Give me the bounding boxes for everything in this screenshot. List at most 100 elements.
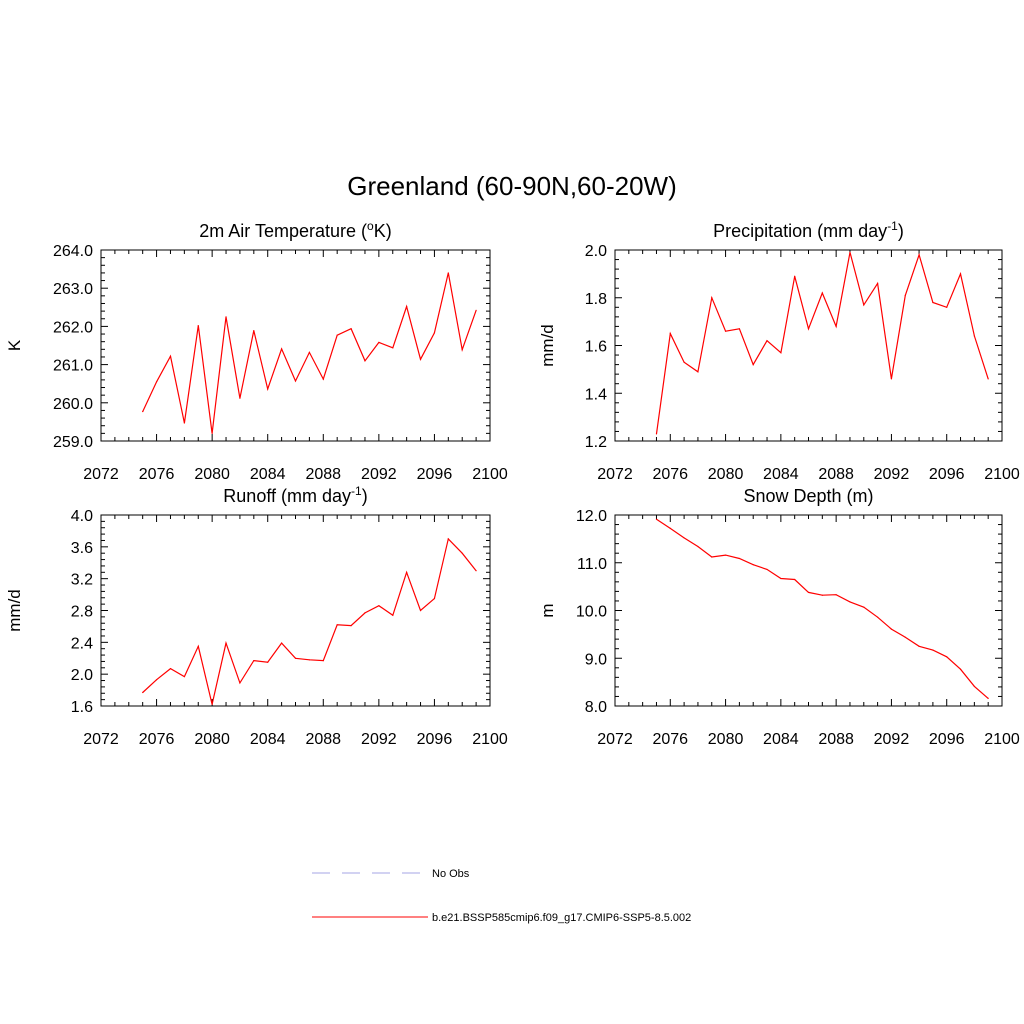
x-tick-label: 2084	[250, 466, 286, 483]
data-point	[294, 380, 297, 382]
panel-title-main: 2m Air Temperature (	[199, 221, 367, 241]
data-point	[142, 410, 144, 413]
data-point	[794, 275, 796, 277]
x-tick-label: 2072	[597, 731, 633, 748]
chart-panels: 2072 2076 2080 2084 2088 2092 2096 2100 259.0 260…	[5, 219, 1020, 748]
x-tick-label: 2076	[652, 466, 688, 483]
data-point	[461, 349, 463, 351]
x-tick-label: 2072	[597, 466, 633, 483]
x-tick-label: 2088	[818, 466, 854, 483]
data-point	[308, 351, 310, 353]
data-point	[419, 358, 422, 360]
x-tick-label: 2084	[763, 731, 799, 748]
x-tick-label: 2088	[818, 731, 854, 748]
data-point	[294, 657, 297, 659]
data-point	[142, 691, 144, 694]
data-point	[821, 292, 823, 294]
panel-title: Runoff (mm day-1)	[223, 484, 367, 506]
data-point	[835, 325, 837, 327]
data-point	[350, 328, 352, 330]
y-tick-label: 9.0	[585, 651, 607, 668]
y-tick-label: 261.0	[53, 358, 93, 375]
data-point	[322, 660, 324, 662]
panel-snow-depth: 2072 2076 2080 2084 2088 2092 2096 2100 8.0 9.0 10…	[538, 486, 1020, 748]
y-tick-label: 262.0	[53, 319, 93, 336]
panel-title: Precipitation (mm day-1)	[713, 219, 904, 241]
x-tick-label: 2076	[139, 731, 175, 748]
data-point	[724, 554, 727, 556]
data-point	[211, 703, 213, 706]
y-axis-label: mm/d	[538, 324, 557, 367]
x-tick-label: 2080	[708, 466, 744, 483]
x-tick-label: 2096	[929, 466, 965, 483]
data-point	[683, 361, 685, 363]
x-tick-label: 2100	[984, 466, 1020, 483]
y-tick-label: 4.0	[71, 508, 93, 525]
data-point	[711, 297, 713, 299]
plot-frame	[100, 249, 491, 442]
data-point	[364, 360, 366, 362]
data-point	[738, 557, 740, 560]
panel-title: Snow Depth (m)	[743, 486, 873, 506]
y-tick-label: 3.6	[71, 540, 93, 557]
y-tick-label: 3.2	[71, 572, 93, 589]
data-point	[849, 251, 851, 253]
x-tick-label: 2092	[874, 466, 910, 483]
x-tick-label: 2092	[874, 731, 910, 748]
data-point	[821, 594, 823, 596]
x-tick-label: 2084	[763, 466, 799, 483]
y-tick-label: 2.0	[71, 667, 93, 684]
y-axis-label: K	[5, 339, 24, 351]
x-tick-label: 2076	[139, 466, 175, 483]
x-tick-label: 2100	[472, 731, 508, 748]
data-point	[766, 340, 768, 342]
data-point	[378, 341, 380, 344]
data-point	[655, 433, 658, 435]
data-point	[155, 381, 158, 383]
x-tick-label: 2088	[305, 731, 341, 748]
series-line	[655, 252, 989, 434]
data-point	[253, 330, 255, 332]
series-line	[656, 518, 989, 699]
data-point	[780, 577, 782, 580]
y-axis-label: mm/d	[5, 589, 24, 632]
y-tick-label: 260.0	[53, 396, 93, 413]
panel-title-main: Snow Depth (m)	[743, 486, 873, 506]
panel-precipitation: 2072 2076 2080 2084 2088 2092 2096 2100 1.2 1.4 1.…	[538, 219, 1020, 483]
data-point	[461, 552, 463, 554]
data-point	[724, 330, 727, 332]
legend-label: No Obs	[432, 868, 470, 880]
data-point	[973, 685, 975, 688]
y-tick-label: 264.0	[53, 243, 93, 260]
data-point	[697, 545, 699, 548]
data-point	[253, 660, 255, 662]
data-point	[364, 612, 366, 614]
data-point	[239, 397, 241, 399]
data-point	[433, 332, 436, 334]
data-point	[281, 348, 283, 350]
data-point	[406, 571, 408, 573]
data-point	[419, 609, 422, 612]
data-point	[752, 364, 754, 366]
x-tick-label: 2092	[361, 466, 397, 483]
x-tick-label: 2096	[417, 466, 453, 483]
data-point	[447, 538, 449, 540]
data-point	[322, 378, 324, 380]
data-point	[669, 527, 671, 529]
x-tick-label: 2092	[361, 731, 397, 748]
data-point	[197, 325, 199, 327]
x-tick-label: 2076	[652, 731, 688, 748]
panel-runoff: 2072 2076 2080 2084 2088 2092 2096 2100 1.6 2.0 2.…	[5, 484, 508, 748]
data-point	[987, 697, 989, 699]
data-point	[752, 564, 754, 566]
data-point	[308, 659, 310, 661]
data-point	[336, 624, 338, 626]
y-tick-label: 263.0	[53, 281, 93, 298]
data-point	[239, 682, 241, 684]
data-point	[863, 606, 865, 608]
x-tick-label: 2084	[250, 731, 286, 748]
y-tick-label: 10.0	[576, 604, 607, 621]
data-point	[946, 306, 948, 308]
data-point	[807, 591, 810, 593]
y-axis-label: m	[538, 603, 557, 617]
